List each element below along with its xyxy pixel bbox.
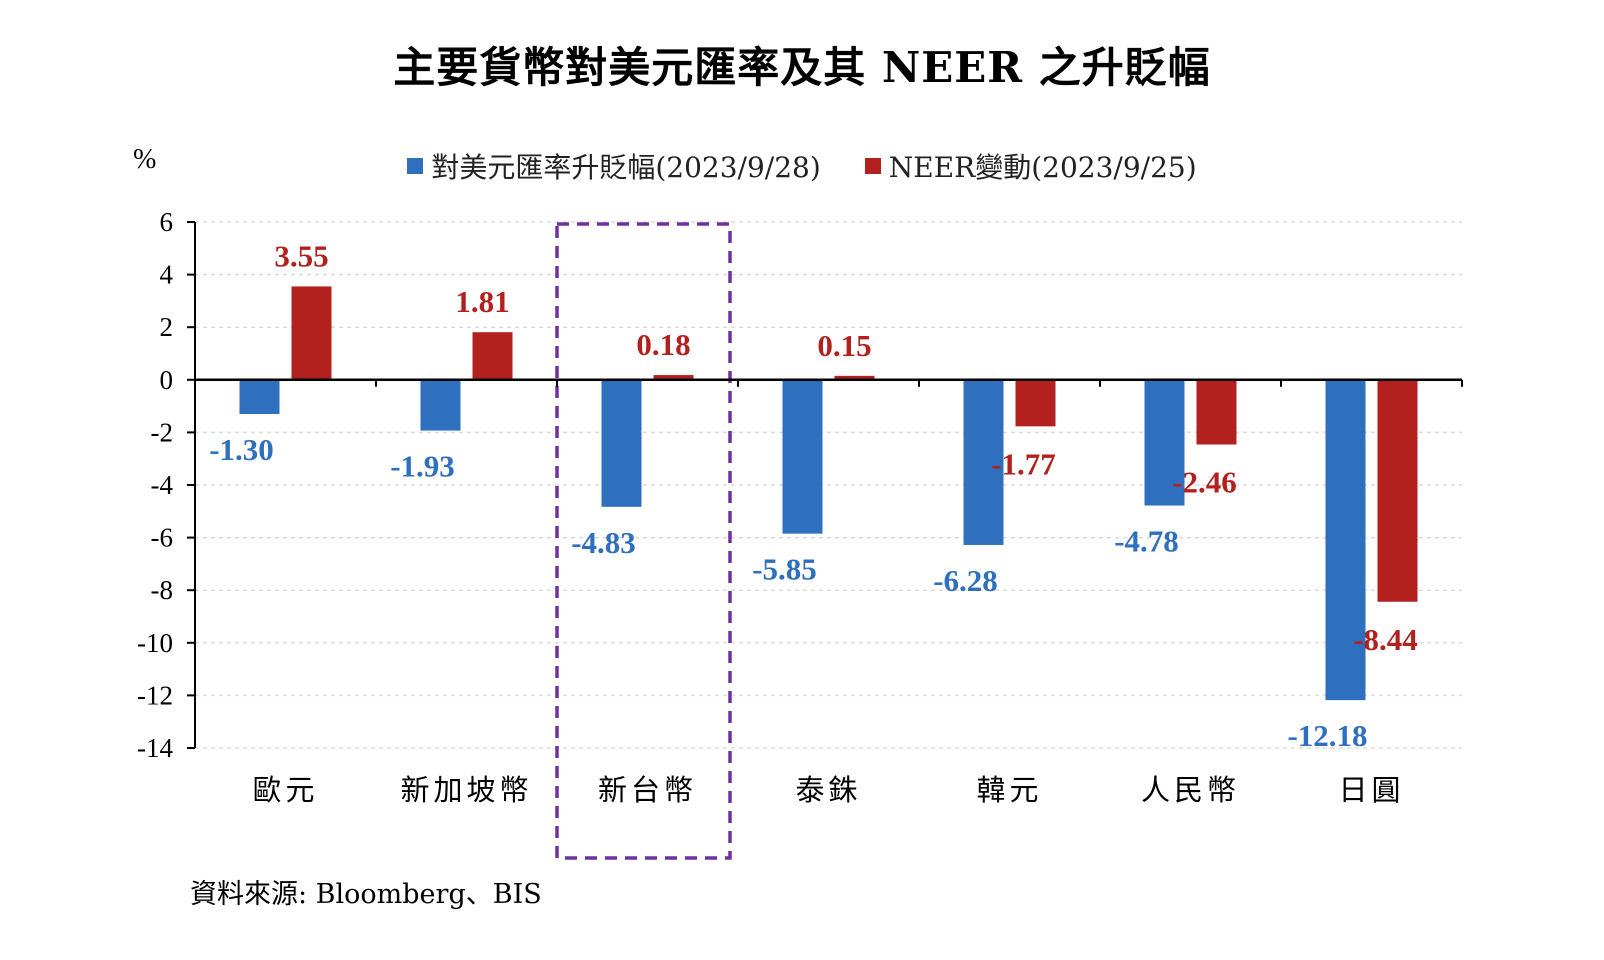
data-label-exchange-rate: -5.85 [752,552,817,587]
y-tick-label: 2 [160,312,174,342]
legend-label-exchange-rate: 對美元匯率升貶幅(2023/9/28) [431,151,821,184]
data-label-neer: -8.44 [1353,622,1418,657]
y-tick-label: -8 [151,575,174,605]
bar-exchange-rate [420,379,461,431]
category-label: 歐元 [252,773,318,807]
data-label-exchange-rate: -4.78 [1114,524,1179,559]
y-tick-label: -4 [151,470,174,500]
bar-exchange-rate [1144,379,1185,506]
bar-neer [291,286,332,380]
category-label: 新台幣 [598,773,697,807]
data-label-exchange-rate: -4.83 [571,525,636,560]
y-tick-label: -12 [137,680,173,710]
y-tick-label: -10 [137,628,173,658]
y-tick-label: 4 [160,260,174,290]
bar-neer [1196,379,1237,445]
data-label-neer: 3.55 [274,238,328,273]
legend-swatch-blue [407,158,424,174]
legend-item-exchange-rate: 對美元匯率升貶幅(2023/9/28) [407,146,821,186]
category-label: 韓元 [976,773,1042,807]
data-label-neer: -2.46 [1172,464,1237,499]
chart-title: 主要貨幣對美元匯率及其 NEER 之升貶幅 [393,43,1211,92]
legend-item-neer: NEER變動(2023/9/25) [864,146,1197,186]
legend: 對美元匯率升貶幅(2023/9/28) NEER變動(2023/9/25) [0,146,1604,186]
y-axis-unit: % [133,144,157,175]
bar-exchange-rate [239,379,280,414]
data-label-neer: 0.15 [817,328,871,363]
bar-exchange-rate [782,379,823,534]
category-label: 人民幣 [1141,773,1240,807]
source-note: 資料來源: Bloomberg、BIS [190,879,542,910]
y-tick-label: -14 [137,733,173,763]
data-label-exchange-rate: -1.93 [390,449,455,484]
bar-neer [472,332,513,380]
bar-neer [1377,379,1418,602]
highlight-box [555,222,732,860]
bar-neer [834,375,875,380]
legend-swatch-red [864,158,881,174]
y-tick-label: -2 [151,417,174,447]
data-label-neer: 0.18 [636,327,690,362]
y-tick-label: -6 [151,523,174,553]
data-label-neer: -1.77 [991,446,1056,481]
bar-exchange-rate [963,379,1004,545]
data-label-neer: 1.81 [455,284,509,319]
category-label: 泰銖 [795,773,861,807]
data-label-exchange-rate: -1.30 [209,432,274,467]
legend-label-neer: NEER變動(2023/9/25) [888,151,1197,184]
data-label-exchange-rate: -6.28 [933,563,998,598]
y-tick-label: 6 [160,207,174,237]
y-tick-label: 0 [160,365,174,395]
bar-neer [1015,379,1056,427]
bar-exchange-rate [601,379,642,507]
bar-neer [653,375,694,380]
data-label-exchange-rate: -12.18 [1287,718,1367,753]
category-label: 新加坡幣 [400,773,532,807]
bar-exchange-rate [1325,379,1366,701]
category-label: 日圓 [1338,773,1404,807]
